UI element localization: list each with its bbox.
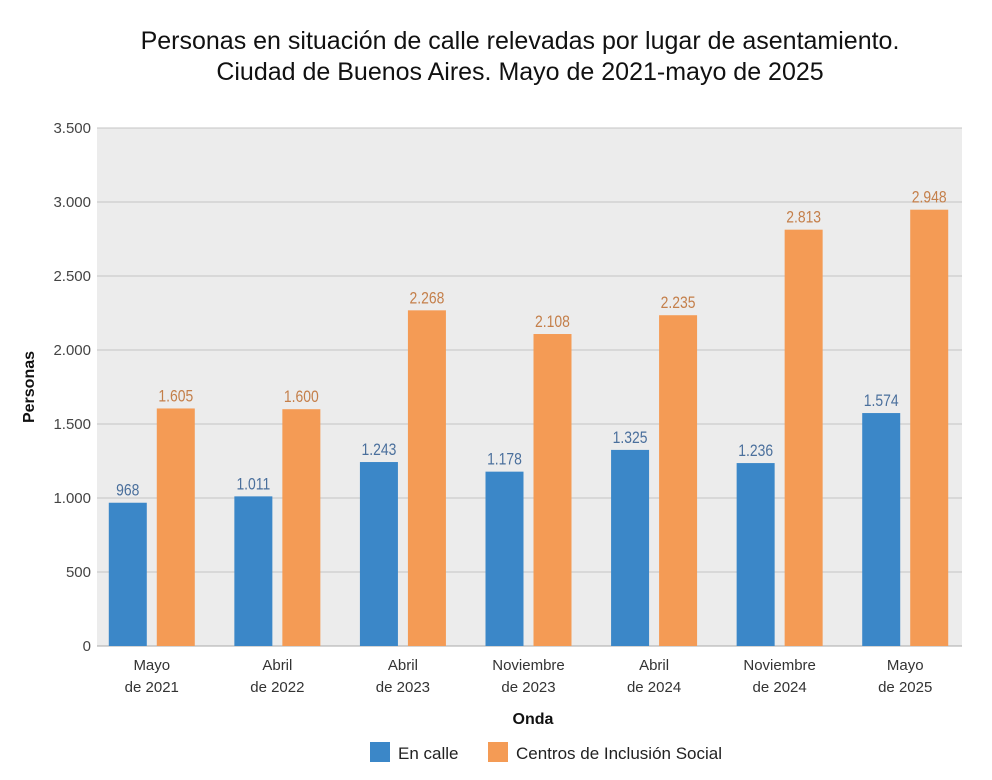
x-tick-label: Abril [388,657,418,674]
y-tick-label: 3.500 [53,120,91,137]
x-tick-label: de 2025 [878,679,932,696]
bar-centros [407,310,446,646]
y-tick-label: 500 [66,564,91,581]
x-tick-label: Mayo [133,657,170,674]
y-tick-label: 3.000 [53,194,91,211]
y-tick-label: 0 [83,638,91,655]
plot-background [97,128,962,646]
legend-swatch [370,742,390,762]
y-axis-title: Personas [21,351,38,423]
bar-centros [533,334,572,646]
data-label: 1.236 [738,442,773,461]
bar-en-calle [611,449,650,646]
y-tick-label: 1.000 [53,490,91,507]
data-label: 1.178 [487,450,522,469]
x-tick-label: de 2024 [753,679,807,696]
bar-centros [784,229,823,646]
data-label: 2.235 [661,294,696,313]
data-label: 2.108 [535,313,570,332]
x-axis-title: Onda [513,711,554,728]
chart-title: Personas en situación de calle relevadas… [0,26,992,88]
title-line-2: Ciudad de Buenos Aires. Mayo de 2021-may… [216,58,824,86]
x-tick-label: de 2024 [627,679,681,696]
data-label: 1.325 [613,429,648,448]
y-tick-label: 2.500 [53,268,91,285]
x-tick-label: Abril [262,657,292,674]
x-tick-label: Abril [639,657,669,674]
y-tick-label: 1.500 [53,416,91,433]
data-label: 1.600 [284,388,319,407]
x-tick-label: Mayo [887,657,924,674]
bar-en-calle [736,463,775,646]
y-tick-label: 2.000 [53,342,91,359]
bar-centros [910,209,949,647]
data-label: 1.011 [236,475,270,494]
legend-swatch [488,742,508,762]
bar-centros [156,408,195,646]
bar-centros [659,315,698,646]
x-tick-label: Noviembre [492,657,565,674]
x-tick-label: Noviembre [743,657,816,674]
x-tick-label: de 2023 [376,679,430,696]
bar-en-calle [485,471,524,646]
data-label: 1.243 [361,441,396,460]
bar-centros [282,409,321,646]
bar-en-calle [359,462,398,646]
data-label: 2.813 [786,208,821,227]
bar-en-calle [108,502,147,646]
data-label: 1.574 [864,392,899,411]
title-line-1: Personas en situación de calle relevadas… [140,27,900,55]
data-label: 2.268 [409,289,444,308]
bar-en-calle [234,496,273,646]
legend-label: Centros de Inclusión Social [516,744,722,763]
x-tick-label: de 2021 [125,679,179,696]
data-label: 968 [116,482,139,501]
bar-en-calle [862,413,901,646]
x-tick-label: de 2023 [501,679,555,696]
data-label: 1.605 [158,387,193,406]
data-label: 2.948 [912,188,947,207]
legend-label: En calle [398,744,458,763]
x-tick-label: de 2022 [250,679,304,696]
